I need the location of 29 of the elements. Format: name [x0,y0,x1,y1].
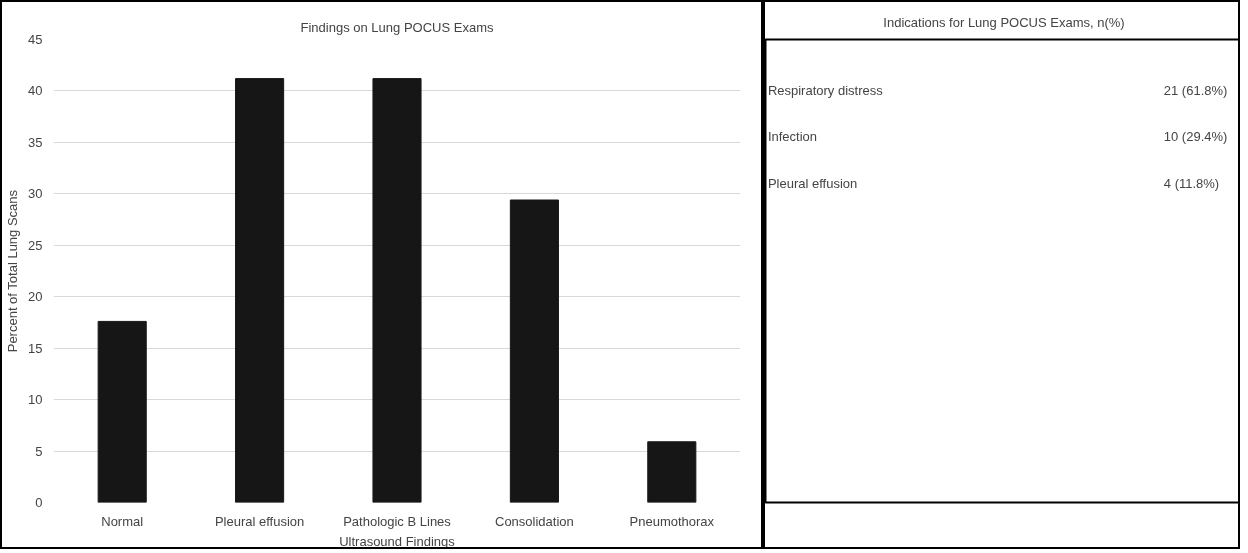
text: Pleural effusion [767,175,858,191]
bar [372,78,422,503]
text: 10 (29.4%) [1163,129,1228,145]
y-axis-title: Percent of Total Lung Scans [5,189,21,353]
text: Indications for Lung POCUS Exams, n(%) [883,14,1125,30]
x-tick-label: Pneumothorax [629,513,715,529]
x-tick-label: Normal [101,513,144,529]
y-tick-label: 40 [28,83,43,99]
y-tick-label: 10 [28,392,43,408]
text: 21 (61.8%) [1163,82,1228,98]
y-tick-label: 0 [35,495,43,510]
text: 4 (11.8%) [1163,175,1220,191]
bar [647,441,697,503]
text: Respiratory distress [767,82,884,98]
y-tick-label: 15 [28,340,43,356]
bar [235,78,285,503]
bar [97,320,147,503]
y-tick-label: 35 [28,134,43,150]
y-tick-label: 25 [28,237,43,253]
chart-title: Findings on Lung POCUS Exams [300,19,494,35]
x-tick-label: Consolidation [495,513,574,529]
y-tick-label: 5 [35,443,43,459]
x-tick-label: Pleural effusion [214,513,305,529]
y-tick-label: 20 [28,289,43,305]
x-tick-label: Pathologic B Lines [343,513,452,529]
y-tick-label: 30 [28,186,43,202]
text: Infection [767,129,818,145]
bar [509,199,559,503]
y-tick-label: 45 [28,32,43,47]
